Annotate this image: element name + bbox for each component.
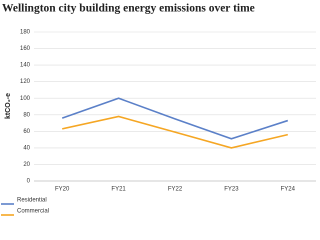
y-tick-label: 180	[20, 30, 31, 36]
chart: Wellington city building energy emission…	[1, 3, 316, 216]
x-tick-label: FY20	[55, 187, 70, 193]
series-line	[61, 97, 289, 140]
x-tick-label: FY23	[224, 187, 239, 193]
y-tick-label: 80	[23, 112, 30, 118]
y-axis-label: ktCO₂-e	[5, 93, 12, 119]
y-tick-label: 20	[23, 162, 30, 168]
y-tick-label: 100	[20, 96, 31, 102]
x-tick-label: FY21	[111, 187, 126, 193]
x-tick-label: FY22	[168, 187, 183, 193]
y-tick-label: 140	[20, 63, 31, 69]
legend-label: Residential	[17, 198, 47, 204]
y-tick-label: 0	[27, 179, 31, 185]
y-tick-label: 60	[23, 129, 30, 135]
series-line	[62, 115, 288, 149]
y-tick-label: 160	[20, 46, 31, 52]
chart-title: Wellington city building energy emission…	[2, 3, 255, 15]
y-tick-label: 120	[20, 79, 31, 85]
y-tick-label: 40	[23, 145, 30, 151]
legend-label: Commercial	[17, 209, 49, 215]
x-tick-label: FY24	[281, 187, 296, 193]
